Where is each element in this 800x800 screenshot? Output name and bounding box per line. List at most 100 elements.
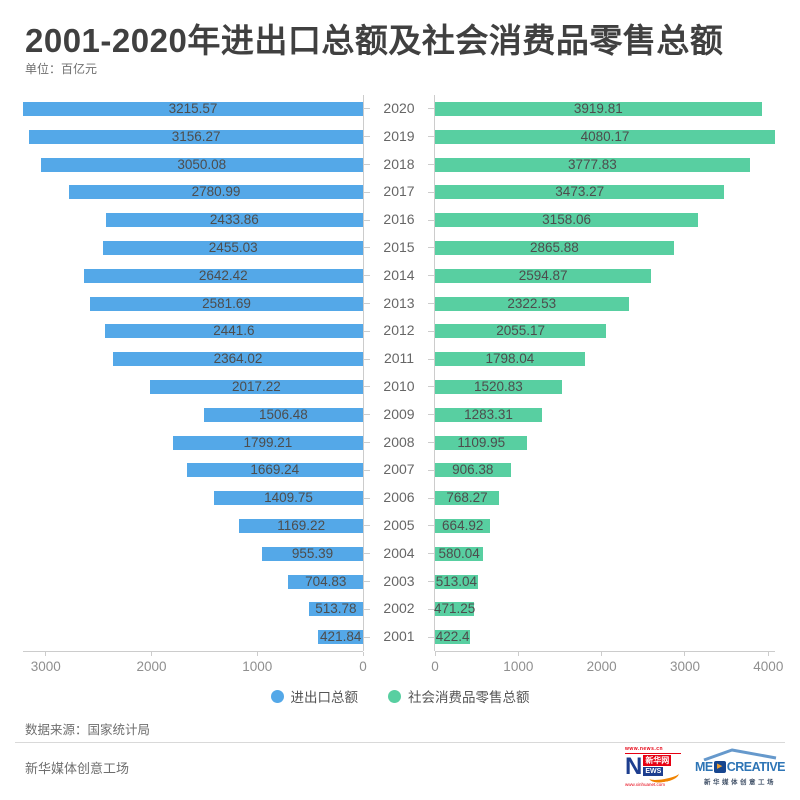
bar-right: 906.38 xyxy=(435,463,511,478)
legend-dot-green xyxy=(388,689,401,703)
bar-value-label: 1520.83 xyxy=(473,378,523,394)
year-axis-tick xyxy=(428,191,434,193)
year-axis-tick xyxy=(364,386,370,388)
year-axis-tick xyxy=(428,275,434,277)
year-axis-tick xyxy=(364,414,370,416)
year-axis-tick xyxy=(364,191,370,193)
year-label: 2012 xyxy=(383,322,415,339)
year-axis-tick xyxy=(364,608,370,610)
year-axis-tick xyxy=(364,442,370,443)
bar-value-label: 3777.83 xyxy=(567,156,617,172)
bar-value-label: 2364.02 xyxy=(213,351,263,367)
bar-left: 2433.86 xyxy=(105,212,363,228)
year-label: 2020 xyxy=(383,100,415,116)
medcreative-logo: ME ▶ CREATIVE 新华媒体创意工场 xyxy=(694,748,786,786)
medcreative-me: ME xyxy=(694,759,713,774)
year-axis-tick xyxy=(428,108,434,110)
legend-dot-blue xyxy=(270,689,284,703)
bar-right: 3919.81 xyxy=(435,101,762,116)
xinhuanet-name: 新华网 xyxy=(643,755,672,766)
bar-value-label: 664.92 xyxy=(442,517,484,533)
bar-left: 3156.27 xyxy=(29,128,363,144)
footer-logos: www.news.cn N 新华网 EWS www.xinhuanet.com … xyxy=(624,746,786,787)
year-axis-tick xyxy=(428,164,434,165)
year-label: 2007 xyxy=(383,461,415,478)
year-axis-tick xyxy=(364,553,370,555)
x-axis-tick xyxy=(684,652,686,656)
xinhuanet-url-top: www.news.cn xyxy=(624,746,681,754)
year-axis-tick xyxy=(428,358,434,360)
year-axis-tick xyxy=(428,581,434,582)
play-icon: ▶ xyxy=(713,760,726,773)
year-axis-tick xyxy=(364,330,370,332)
brand-name: 新华媒体创意工场 xyxy=(25,761,130,776)
x-axis-tick xyxy=(517,652,519,656)
year-label: 2016 xyxy=(383,211,415,228)
legend-label: 进出口总额 xyxy=(290,690,359,705)
bar-left: 1506.48 xyxy=(203,406,363,422)
bar-value-label: 2865.88 xyxy=(530,239,579,255)
year-axis-tick xyxy=(428,525,434,527)
year-axis-tick xyxy=(364,247,370,249)
xinhuanet-n-mark: N xyxy=(624,753,643,780)
bar-left: 1669.24 xyxy=(186,463,363,478)
year-axis-tick xyxy=(364,136,370,138)
year-axis-tick xyxy=(364,164,370,165)
bar-value-label: 3050.08 xyxy=(177,156,227,172)
bar-right: 3777.83 xyxy=(435,156,750,172)
bar-value-label: 2433.86 xyxy=(209,212,259,228)
year-axis-tick xyxy=(364,358,370,360)
x-axis-tick xyxy=(434,652,436,656)
bar-right: 1798.04 xyxy=(435,352,585,367)
xinhuanet-logo: www.news.cn N 新华网 EWS www.xinhuanet.com xyxy=(624,746,687,787)
x-axis-tick-label: 2000 xyxy=(136,659,167,674)
xinhuanet-ews: EWS xyxy=(643,767,664,776)
bar-left: 2780.99 xyxy=(68,185,363,200)
x-axis-tick xyxy=(767,652,769,656)
bar-right: 2055.17 xyxy=(435,324,607,339)
legend-label: 社会消费品零售总额 xyxy=(408,690,530,705)
bar-right: 664.92 xyxy=(435,517,491,533)
bar-value-label: 3158.06 xyxy=(542,212,591,228)
year-axis-tick xyxy=(364,108,370,110)
bar-right: 2594.87 xyxy=(435,268,652,283)
year-axis-tick xyxy=(428,414,434,416)
bar-left: 1799.21 xyxy=(172,434,363,450)
bar-left: 2364.02 xyxy=(113,351,363,367)
bar-left: 955.39 xyxy=(261,546,363,561)
year-label: 2017 xyxy=(383,183,415,200)
x-axis-tick-label: 3000 xyxy=(30,659,61,674)
x-axis-tick-label: 2000 xyxy=(586,659,617,674)
year-label: 2014 xyxy=(383,266,415,283)
bar-left: 2642.42 xyxy=(83,268,363,283)
x-axis-tick-label: 0 xyxy=(431,659,439,674)
bar-right: 2322.53 xyxy=(435,296,629,311)
year-label: 2011 xyxy=(383,350,415,367)
bar-value-label: 421.84 xyxy=(320,629,362,645)
bar-value-label: 1506.48 xyxy=(258,406,308,422)
year-label: 2015 xyxy=(383,239,415,255)
year-axis-tick xyxy=(428,636,434,638)
bar-right: 2865.88 xyxy=(435,239,674,255)
bar-right: 471.25 xyxy=(434,602,475,617)
bar-right: 768.27 xyxy=(435,490,500,506)
year-axis-tick xyxy=(428,469,434,471)
bar-value-label: 580.04 xyxy=(438,545,480,561)
bar-left: 513.78 xyxy=(308,602,363,617)
bar-value-label: 768.27 xyxy=(446,490,488,506)
bar-value-label: 4080.17 xyxy=(580,128,630,144)
bar-value-label: 1799.21 xyxy=(243,434,293,450)
bar-left: 2581.69 xyxy=(90,296,363,311)
year-label: 2009 xyxy=(383,405,415,422)
bar-left: 3215.57 xyxy=(23,101,363,116)
bar-left: 2441.6 xyxy=(104,324,363,339)
xinhuanet-url-bottom: www.xinhuanet.com xyxy=(624,782,665,787)
year-axis-tick xyxy=(364,581,370,582)
bar-left: 1409.75 xyxy=(213,491,363,506)
bar-left: 421.84 xyxy=(318,629,363,645)
bar-value-label: 3156.27 xyxy=(171,128,221,144)
x-axis-tick-label: 1000 xyxy=(242,659,273,674)
x-axis-tick xyxy=(601,652,603,656)
bar-left: 2455.03 xyxy=(103,240,363,255)
